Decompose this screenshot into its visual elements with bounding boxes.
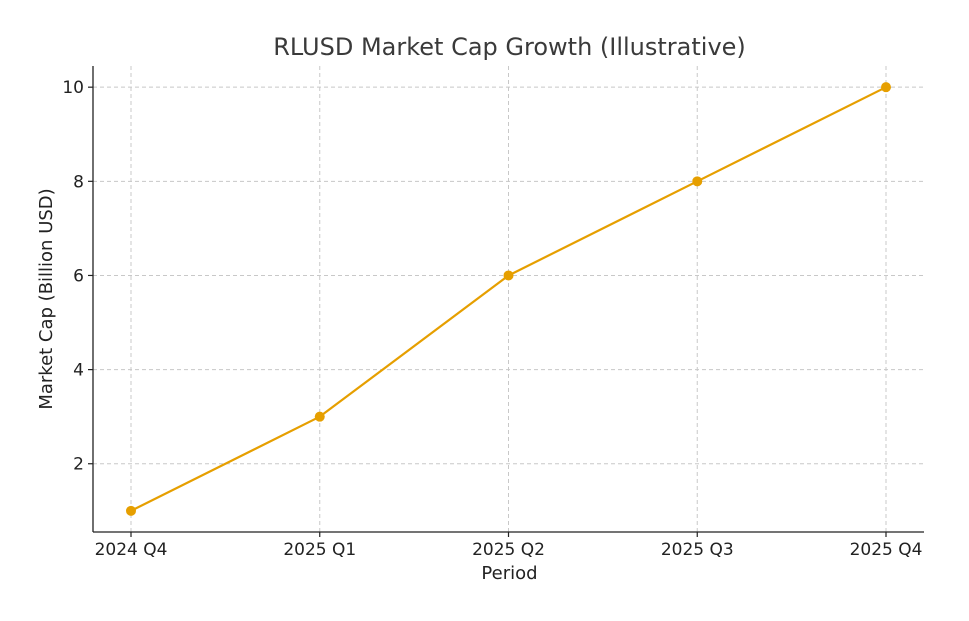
data-point — [314, 411, 325, 422]
x-tick-label: 2024 Q4 — [95, 540, 168, 560]
data-point — [692, 176, 703, 187]
x-tick-label: 2025 Q2 — [472, 540, 545, 560]
y-tick-label: 8 — [73, 172, 84, 192]
data-point — [503, 270, 514, 281]
grid-layer — [93, 66, 924, 532]
ticks-layer: 2 4 6 8 10 2024 Q4 2025 Q1 2025 Q2 2025 Q3 2025 Q… — [62, 78, 922, 560]
chart-title: RLUSD Market Cap Growth (Illustrative) — [273, 33, 746, 61]
y-tick-label: 6 — [73, 266, 84, 286]
x-axis-label: Period — [481, 563, 537, 584]
data-point — [126, 505, 136, 516]
x-tick-label: 2025 Q4 — [850, 540, 923, 560]
x-tick-label: 2025 Q3 — [661, 540, 734, 560]
data-point — [881, 82, 891, 93]
x-tick-label: 2025 Q1 — [283, 540, 356, 560]
y-tick-label: 4 — [73, 361, 84, 381]
series-layer — [126, 82, 891, 516]
y-tick-label: 2 — [73, 455, 84, 475]
y-axis-label: Market Cap (Billion USD) — [36, 188, 57, 409]
y-tick-label: 10 — [62, 78, 84, 98]
